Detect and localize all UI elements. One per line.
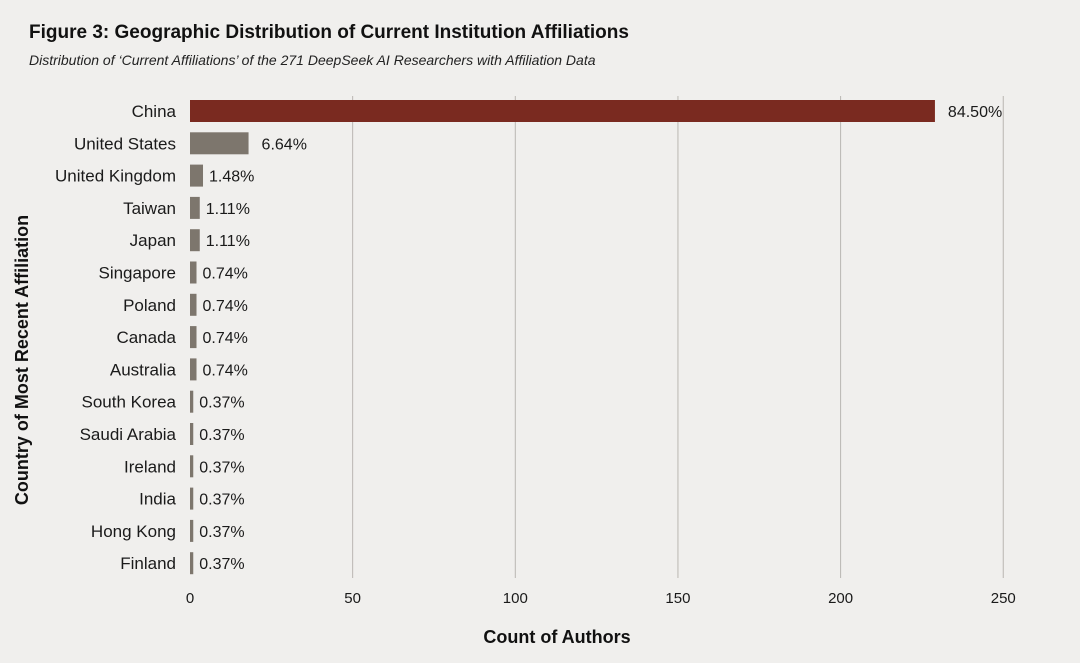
- value-label: 0.74%: [203, 266, 248, 283]
- bar: [190, 487, 194, 510]
- category-label: Taiwan: [123, 199, 176, 218]
- value-label: 0.74%: [203, 298, 248, 315]
- bar: [190, 100, 935, 122]
- category-label: India: [139, 490, 176, 509]
- value-label: 0.74%: [203, 330, 248, 347]
- category-label: Finland: [120, 554, 176, 573]
- x-tick-label: 50: [344, 590, 361, 607]
- category-label: China: [132, 102, 177, 121]
- bar: [190, 196, 200, 219]
- x-tick-label: 100: [503, 590, 528, 607]
- category-label: Saudi Arabia: [80, 425, 177, 444]
- bar: [190, 293, 197, 316]
- x-tick-labels: 0 50 100 150 200 250: [186, 590, 1016, 607]
- value-label: 1.48%: [209, 169, 254, 186]
- x-tick-label: 150: [665, 590, 690, 607]
- category-label: Hong Kong: [91, 522, 176, 541]
- category-label: Canada: [116, 328, 176, 347]
- category-label: Ireland: [124, 457, 176, 476]
- category-label: South Korea: [81, 393, 176, 412]
- figure-subtitle: Distribution of ‘Current Affiliations’ o…: [29, 52, 596, 68]
- value-label: 0.37%: [199, 459, 244, 476]
- value-label: 1.11%: [206, 201, 250, 218]
- category-label: Japan: [130, 231, 176, 250]
- x-tick-label: 250: [991, 590, 1016, 607]
- bar: [190, 455, 194, 478]
- bar: [190, 519, 194, 542]
- value-label: 6.64%: [262, 136, 307, 153]
- category-labels: China United States United Kingdom Taiwan Ja…: [55, 102, 177, 573]
- figure-title: Figure 3: Geographic Distribution of Cur…: [29, 22, 629, 43]
- value-label: 0.37%: [199, 556, 244, 573]
- bar: [190, 132, 249, 155]
- bar: [190, 164, 204, 187]
- bar: [190, 358, 197, 381]
- category-label: United Kingdom: [55, 167, 176, 186]
- bar: [190, 552, 194, 575]
- bar: [190, 261, 197, 284]
- category-label: United States: [74, 134, 176, 153]
- bar: [190, 229, 200, 252]
- bar: [190, 423, 194, 445]
- bar: [190, 390, 194, 413]
- bar: [190, 326, 197, 349]
- value-label: 0.37%: [199, 427, 244, 444]
- category-label: Singapore: [98, 264, 176, 283]
- value-label: 0.74%: [203, 362, 248, 379]
- category-label: Australia: [110, 360, 177, 379]
- value-label: 0.37%: [199, 395, 244, 412]
- value-label: 0.37%: [199, 492, 244, 509]
- value-label: 84.50%: [948, 104, 1002, 121]
- category-label: Poland: [123, 296, 176, 315]
- value-labels: 84.50% 6.64% 1.48% 1.11% 1.11% 0.74% 0.74% 0.74…: [199, 104, 1002, 573]
- value-label: 1.11%: [206, 233, 250, 250]
- x-tick-label: 200: [828, 590, 853, 607]
- x-tick-label: 0: [186, 590, 194, 607]
- value-label: 0.37%: [199, 524, 244, 541]
- gridlines: [352, 96, 1004, 578]
- x-axis-title: Count of Authors: [483, 627, 630, 647]
- y-axis-title: Country of Most Recent Affiliation: [12, 215, 32, 505]
- bars: [190, 100, 935, 575]
